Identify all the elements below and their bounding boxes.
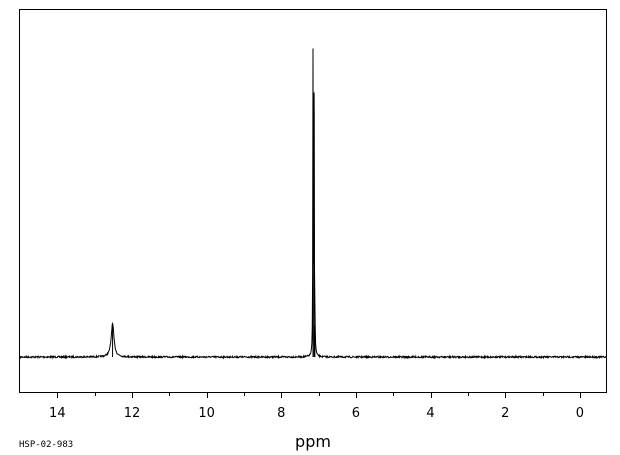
x-axis-tick-labels: 14 12 10 8 6 4 2 0 — [49, 406, 584, 421]
peak-marks — [112, 59, 316, 357]
x-tick-label: 8 — [277, 406, 285, 421]
x-tick-label: 12 — [124, 406, 141, 421]
x-tick-label: 0 — [576, 406, 584, 421]
x-axis-ticks — [57, 392, 581, 398]
x-tick-label: 2 — [501, 406, 509, 421]
sample-id-label: HSP-02-983 — [19, 440, 73, 450]
x-tick-label: 4 — [426, 406, 434, 421]
spectrum-line — [19, 48, 607, 360]
plot-frame — [19, 9, 607, 393]
x-axis-title: ppm — [295, 432, 331, 451]
x-tick-label: 6 — [352, 406, 360, 421]
x-tick-label: 10 — [198, 406, 215, 421]
x-tick-label: 14 — [49, 406, 66, 421]
